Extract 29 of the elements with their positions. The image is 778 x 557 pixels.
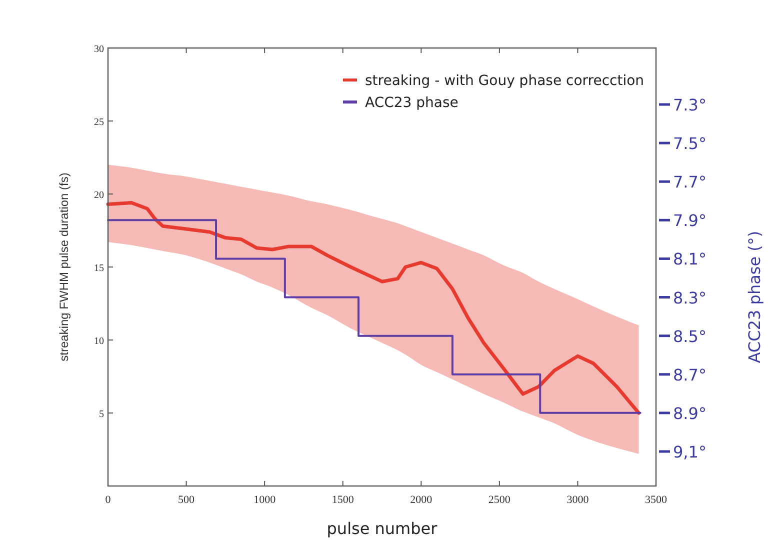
x-tick-label: 0 [105, 494, 112, 506]
x-tick-label: 1500 [332, 494, 354, 506]
y2-tick-label: 7.5° [673, 134, 706, 154]
y2-tick-label: 7.3° [673, 95, 706, 114]
legend-label: streaking - with Gouy phase correcction [365, 73, 644, 89]
x-tick-label: 2500 [488, 494, 511, 506]
y-tick-label: 10 [94, 336, 104, 347]
y2-tick-label: 8.9° [673, 404, 706, 423]
x-tick-label: 1000 [254, 494, 276, 506]
x-tick-label: 500 [178, 494, 196, 506]
y2-tick-label: 8.3° [673, 288, 706, 308]
y2-tick-label: 8.7° [673, 365, 706, 384]
y-tick-label: 15 [94, 263, 104, 274]
y2-axis-title: ACC23 phase (°) [745, 230, 764, 364]
legend-label: ACC23 phase [365, 95, 458, 111]
y2-tick-label: 8.1° [673, 250, 706, 269]
y2-tick-label: 7.9° [673, 211, 706, 230]
x-tick-label: 3500 [645, 494, 668, 506]
x-axis-title: pulse number [326, 519, 438, 538]
y2-tick-label: 8.5° [673, 326, 706, 346]
x-tick-label: 2000 [410, 494, 433, 506]
y-tick-label: 30 [94, 44, 104, 55]
x-tick-label: 3000 [566, 494, 590, 506]
y-tick-label: 5 [99, 409, 104, 420]
y-tick-label: 20 [94, 190, 104, 201]
y-axis-title: streaking FWHM pulse duration (fs) [57, 172, 71, 362]
y-tick-label: 25 [94, 117, 104, 128]
y2-tick-label: 7.7° [673, 172, 706, 192]
y2-tick-label: 9,1° [673, 442, 706, 462]
